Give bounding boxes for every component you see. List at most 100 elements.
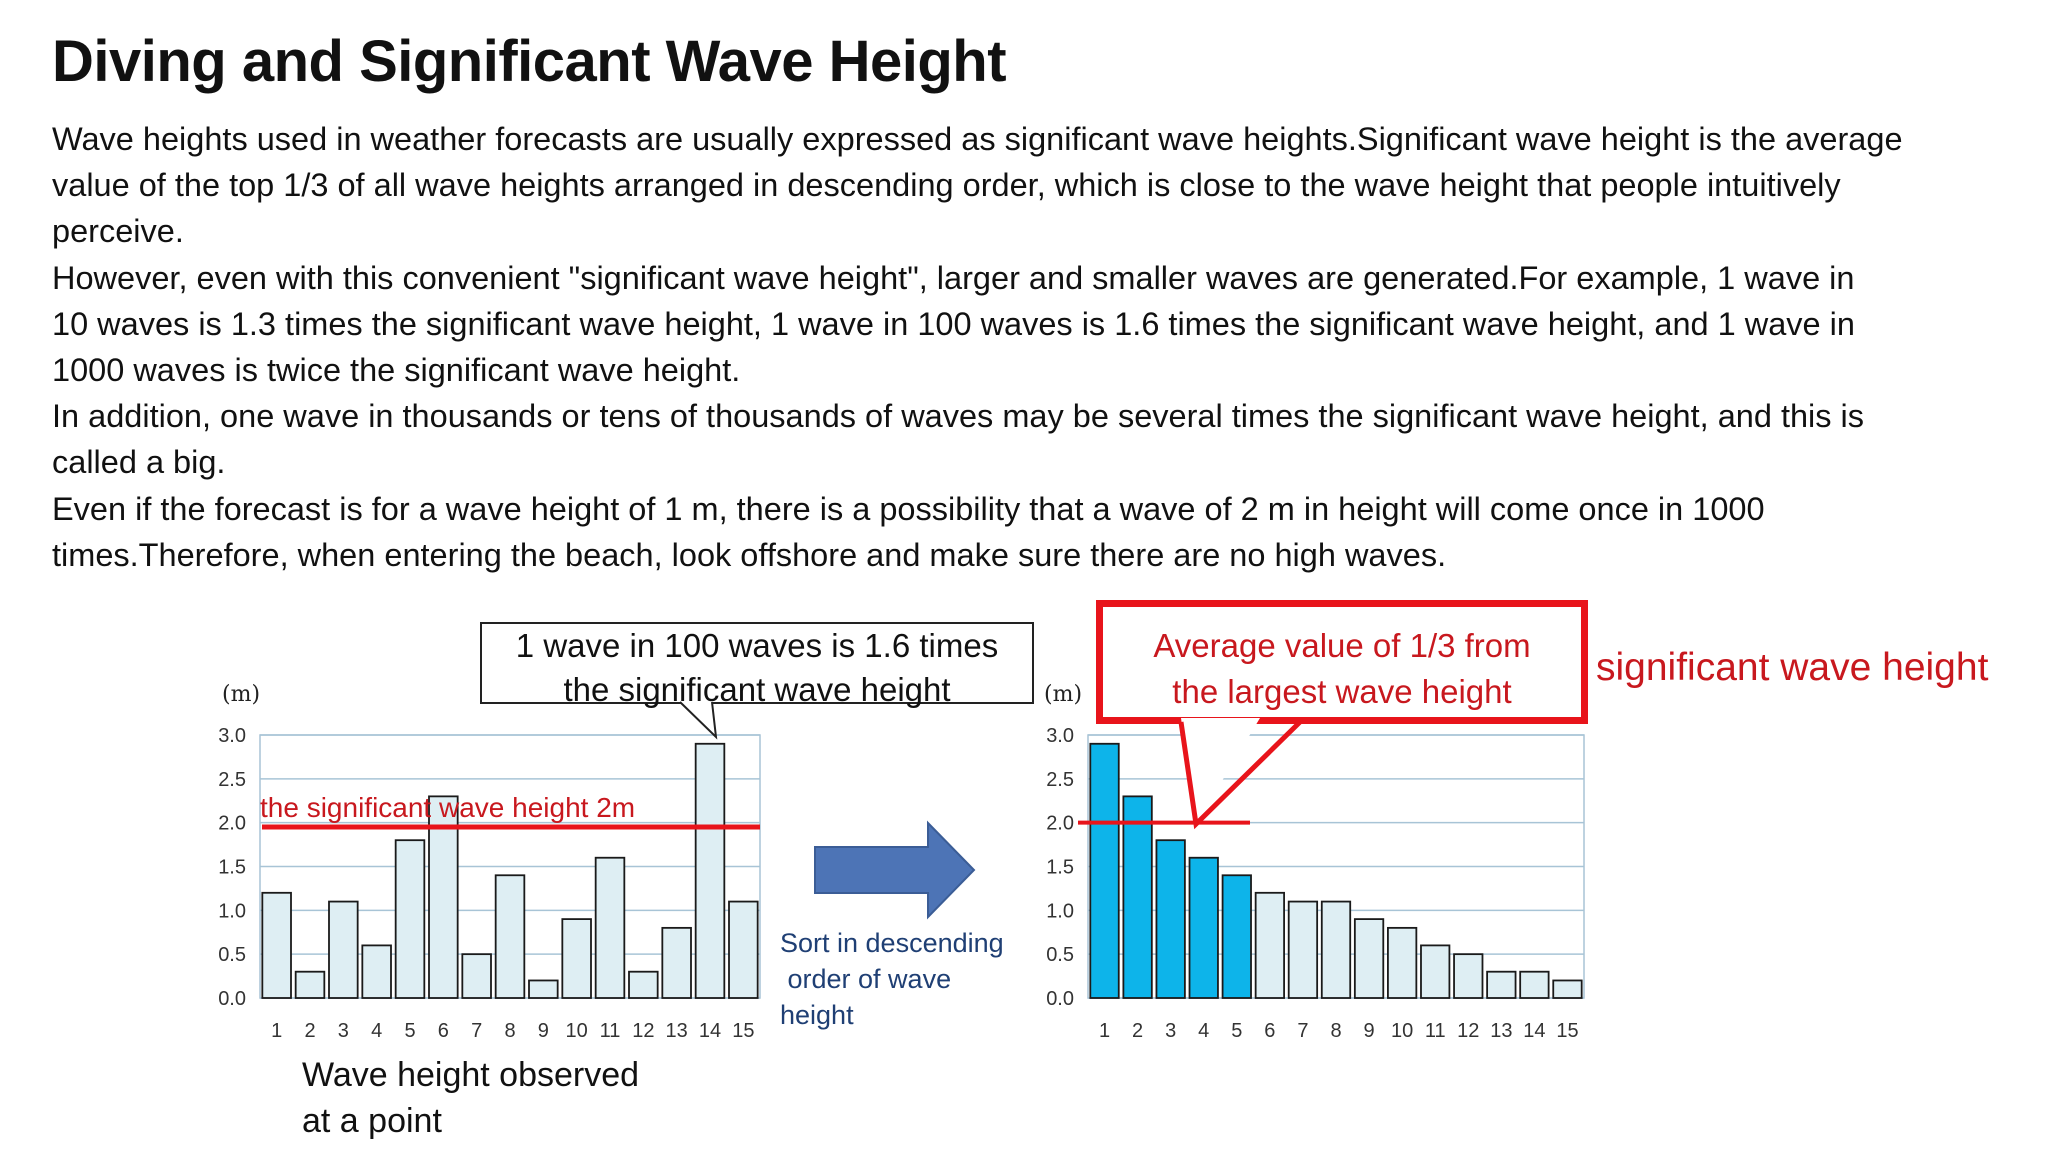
explanation-text: Wave heights used in weather forecasts a… (52, 116, 2042, 578)
text-line: called a big. (52, 444, 226, 481)
bar (394, 839, 426, 999)
x-tick-label: 15 (1556, 1020, 1578, 1042)
annotation-line: Average value of 1/3 from (1153, 627, 1531, 664)
y-tick-label: 2.5 (1046, 769, 1074, 791)
text-line: However, even with this convenient "sign… (52, 259, 1855, 296)
bar (1188, 856, 1219, 999)
x-tick-label: 6 (1264, 1020, 1275, 1042)
x-tick-label: 3 (338, 1020, 349, 1042)
left-chart-unit-label: (m) (222, 682, 261, 707)
x-tick-label: 5 (404, 1020, 415, 1042)
significant-height-line-label: the significant wave height 2m (260, 792, 635, 823)
text-line: Even if the forecast is for a wave heigh… (52, 490, 1765, 527)
x-tick-label: 4 (1198, 1020, 1209, 1042)
bar (294, 970, 326, 999)
x-tick-label: 4 (371, 1020, 382, 1042)
y-tick-label: 0.5 (218, 944, 246, 966)
bar (528, 979, 559, 999)
text-line: value of the top 1/3 of all wave heights… (52, 167, 1841, 204)
x-tick-label: 8 (504, 1020, 515, 1042)
x-tick-label: 2 (304, 1020, 315, 1042)
x-tick-label: 10 (1391, 1020, 1413, 1042)
x-tick-label: 2 (1132, 1020, 1143, 1042)
callout-line: 1 wave in 100 waves is 1.6 times (515, 627, 999, 664)
bar (361, 944, 392, 999)
y-tick-label: 2.5 (218, 769, 246, 791)
bar (1453, 953, 1484, 999)
y-tick-label: 2.0 (218, 813, 246, 835)
y-tick-label: 0.0 (218, 988, 246, 1010)
bar (461, 953, 492, 999)
x-tick-label: 10 (566, 1020, 588, 1042)
bar (694, 742, 726, 999)
observed-wave-chart: 0.00.51.01.52.02.53.01 2 3 4 5 6 7 8 9 10 11 12 13 14… (218, 725, 761, 1042)
bar (1552, 979, 1583, 999)
y-tick-label: 2.0 (1046, 813, 1074, 835)
bar (1155, 839, 1186, 999)
y-tick-label: 1.5 (218, 857, 246, 879)
x-tick-label: 11 (600, 1020, 621, 1042)
x-tick-label: 13 (1490, 1020, 1512, 1042)
x-tick-label: 7 (471, 1020, 482, 1042)
x-tick-label: 14 (1523, 1020, 1545, 1042)
observed-caption: Wave height observed at a point (302, 1056, 640, 1140)
bar (594, 856, 626, 999)
x-tick-label: 11 (1425, 1020, 1446, 1042)
bar (1387, 926, 1418, 999)
significant-wave-height-label: significant wave height (1596, 646, 1989, 689)
bar (728, 900, 759, 999)
y-tick-label: 1.0 (1046, 900, 1074, 922)
y-tick-label: 1.5 (1046, 857, 1074, 879)
bar (1320, 900, 1352, 999)
bar (1254, 891, 1285, 999)
x-tick-label: 12 (632, 1020, 654, 1042)
x-tick-label: 9 (1364, 1020, 1375, 1042)
text-line: In addition, one wave in thousands or te… (52, 398, 1865, 435)
text-line: Wave heights used in weather forecasts a… (52, 121, 1903, 157)
text-line: perceive. (52, 213, 184, 250)
bar (1486, 970, 1517, 999)
y-tick-label: 0.0 (1046, 988, 1074, 1010)
y-tick-label: 3.0 (218, 725, 246, 747)
sort-description: Sort in descending order of wave height (780, 928, 1004, 1030)
text-line: 1000 waves is twice the significant wave… (52, 352, 741, 389)
bar (261, 891, 292, 999)
right-arrow-icon (814, 820, 976, 920)
x-tick-label: 1 (1099, 1020, 1110, 1042)
callout-box: 1 wave in 100 waves is 1.6 times the sig… (480, 622, 1034, 708)
right-chart-unit-label: (m) (1044, 682, 1083, 707)
y-tick-label: 3.0 (1046, 725, 1074, 747)
text-line: times.Therefore, when entering the beach… (52, 536, 1447, 573)
page-title: Diving and Significant Wave Height (52, 29, 1007, 94)
annotation-line: the largest wave height (1172, 673, 1512, 710)
x-tick-label: 8 (1330, 1020, 1341, 1042)
bar (1420, 944, 1451, 999)
sorted-wave-chart: 0.00.51.01.52.02.53.01 2 3 4 5 6 7 8 9 10 11 12 13 14… (1046, 725, 1585, 1042)
bar (494, 874, 526, 999)
x-tick-label: 15 (732, 1020, 754, 1042)
bar (1089, 742, 1120, 999)
y-tick-label: 0.5 (1046, 944, 1074, 966)
bar (428, 795, 459, 999)
x-tick-label: 7 (1297, 1020, 1308, 1042)
bar (628, 970, 659, 999)
x-tick-label: 5 (1231, 1020, 1242, 1042)
bar (1353, 918, 1385, 999)
y-tick-label: 1.0 (218, 900, 246, 922)
x-tick-label: 9 (538, 1020, 549, 1042)
text-line: 10 waves is 1.3 times the significant wa… (52, 305, 1855, 342)
average-annotation-box: Average value of 1/3 from the largest wa… (1096, 600, 1588, 724)
x-tick-label: 1 (271, 1020, 282, 1042)
bar (1519, 970, 1550, 999)
callout-line: the significant wave height (563, 671, 951, 708)
bar (1122, 795, 1153, 999)
x-tick-label: 3 (1165, 1020, 1176, 1042)
bar (1221, 874, 1252, 999)
x-tick-label: 14 (699, 1020, 721, 1042)
bar (561, 918, 592, 999)
x-tick-label: 13 (666, 1020, 688, 1042)
bar (661, 926, 692, 999)
x-tick-label: 6 (438, 1020, 449, 1042)
bar (328, 900, 359, 999)
x-tick-label: 12 (1457, 1020, 1479, 1042)
